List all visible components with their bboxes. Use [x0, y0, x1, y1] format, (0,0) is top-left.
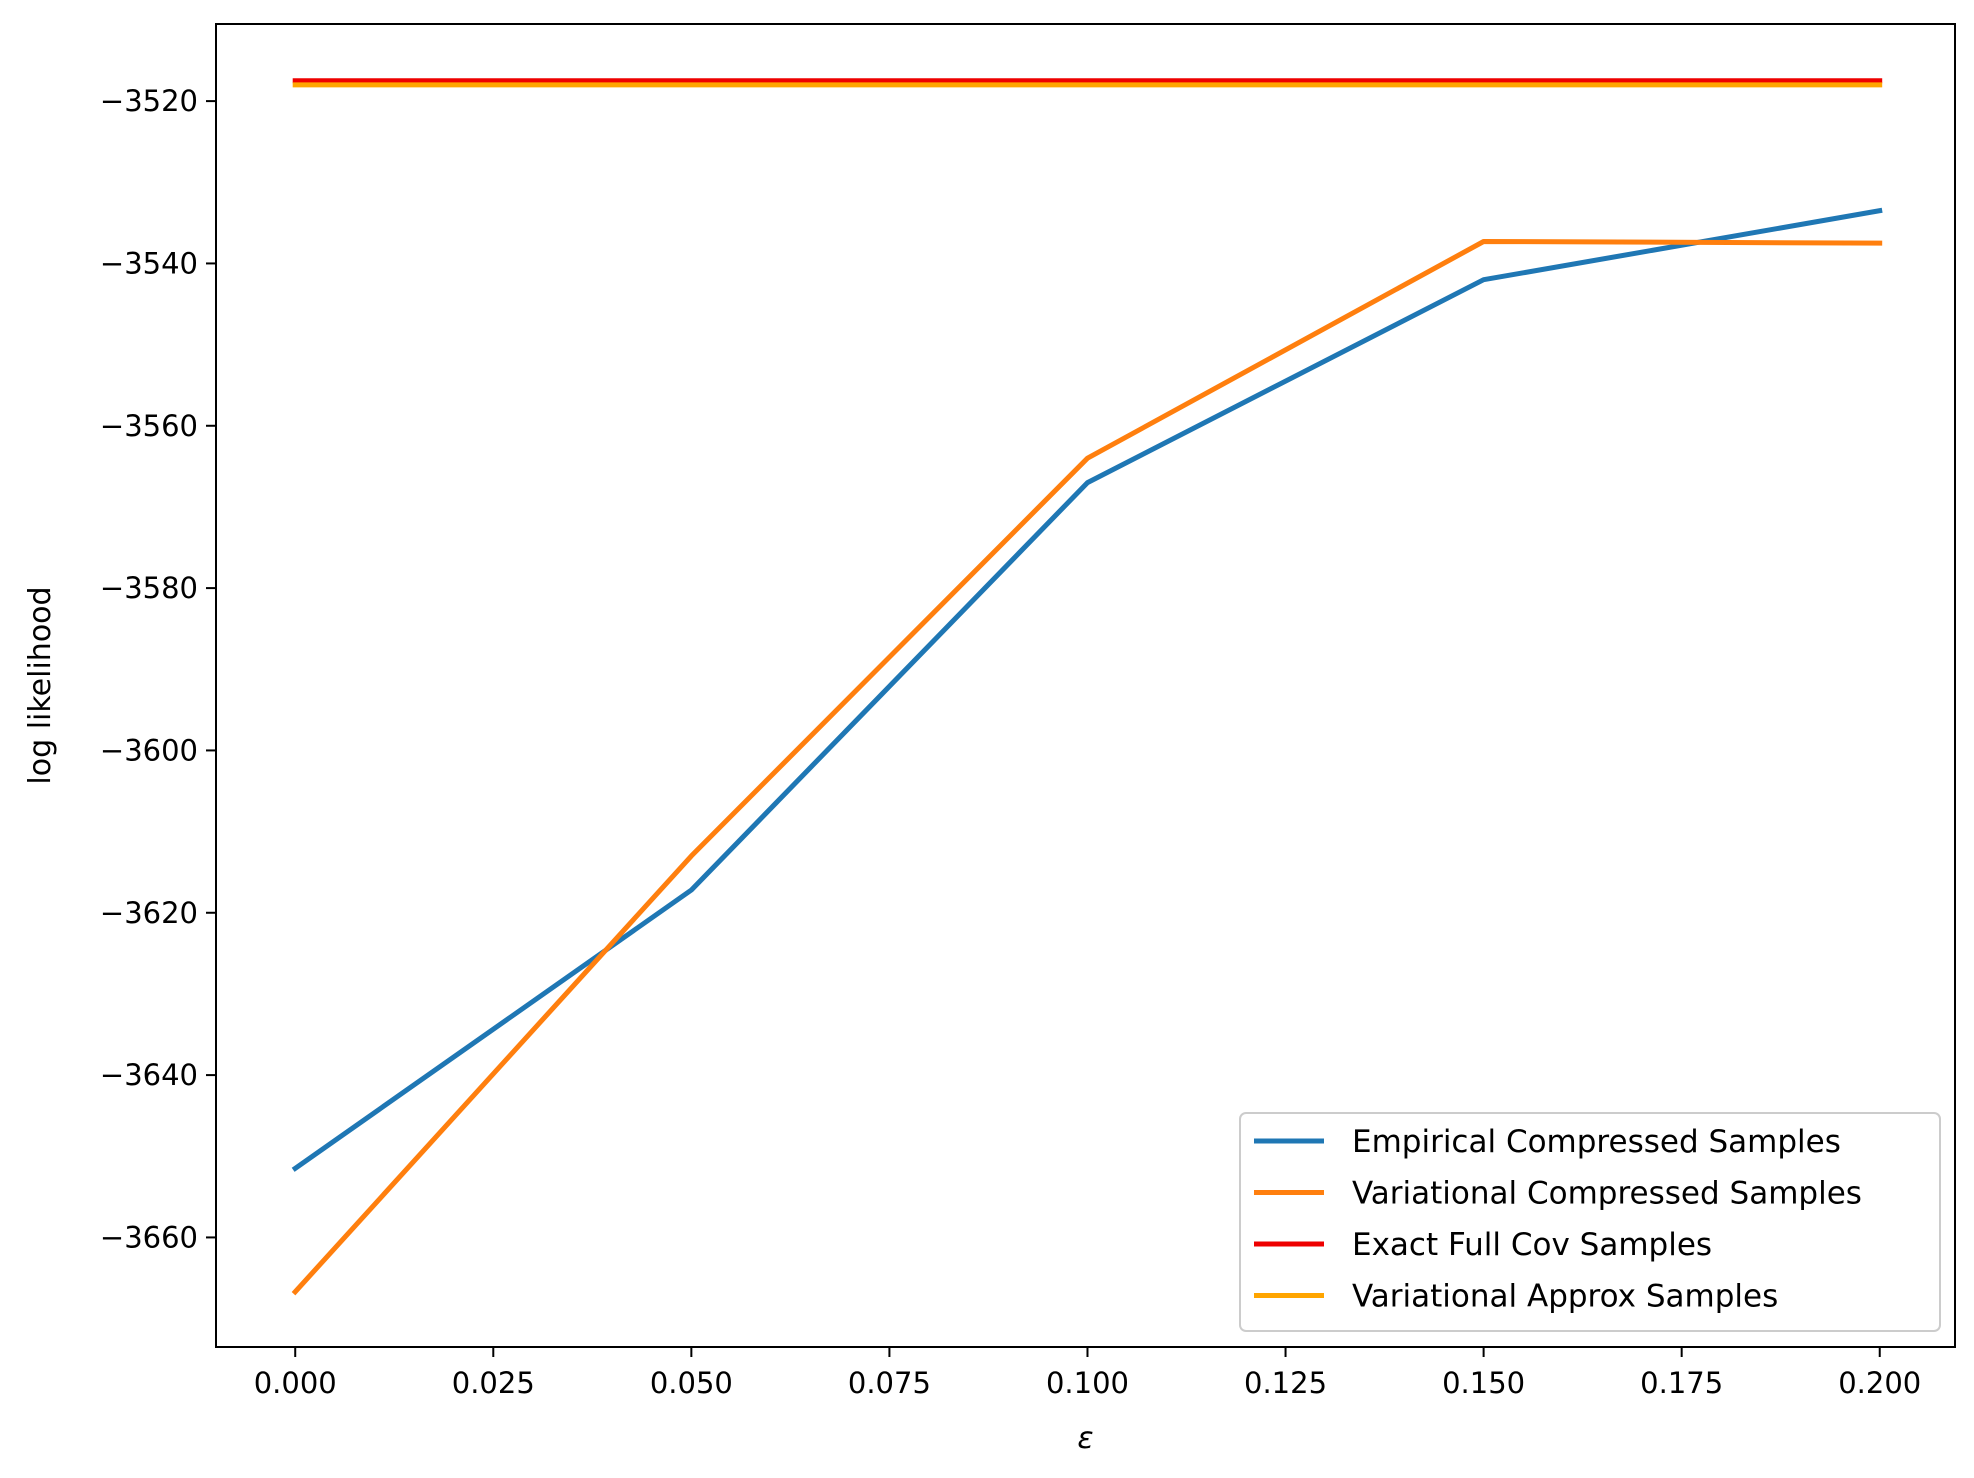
series-layer	[291, 78, 1883, 1296]
y-tick-label: −3660	[100, 1220, 198, 1254]
plot-area-frame	[215, 23, 1956, 1348]
y-tick-label: −3580	[100, 571, 198, 605]
x-tick-label: 0.100	[1046, 1366, 1129, 1400]
y-axis-label: log likelihood	[23, 586, 58, 784]
y-tick-label: −3620	[100, 896, 198, 930]
x-tick-label: 0.175	[1640, 1366, 1723, 1400]
x-tick-label: 0.000	[254, 1366, 337, 1400]
x-tick-label: 0.150	[1442, 1366, 1525, 1400]
y-tick-label: −3560	[100, 409, 198, 443]
legend-label: Variational Compressed Samples	[1352, 1176, 1862, 1212]
y-tick-label: −3520	[100, 84, 198, 118]
x-axis-ticks: 0.000 0.025 0.050 0.075 0.100 0.125 0.150 0.175…	[254, 1347, 1921, 1400]
x-tick-label: 0.025	[452, 1366, 535, 1400]
x-tick-label: 0.200	[1838, 1366, 1921, 1400]
series-line-1	[291, 207, 1883, 1172]
legend-label: Empirical Compressed Samples	[1352, 1124, 1841, 1160]
x-tick-label: 0.050	[650, 1366, 733, 1400]
series-line-2	[291, 239, 1883, 1296]
x-tick-label: 0.075	[848, 1366, 931, 1400]
x-tick-label: 0.125	[1244, 1366, 1327, 1400]
legend-label: Variational Approx Samples	[1352, 1279, 1778, 1315]
y-tick-label: −3540	[100, 246, 198, 280]
y-axis-ticks: −3520 −3540 −3560 −3580 −3600 −3620 −3640 −3660	[100, 84, 216, 1254]
legend-box	[1239, 1112, 1941, 1332]
legend: Empirical Compressed Samples Variational …	[1239, 1112, 1941, 1332]
y-tick-label: −3600	[100, 733, 198, 767]
x-axis-label: ε	[1077, 1421, 1093, 1456]
y-tick-label: −3640	[100, 1058, 198, 1092]
legend-label: Exact Full Cov Samples	[1352, 1227, 1712, 1263]
